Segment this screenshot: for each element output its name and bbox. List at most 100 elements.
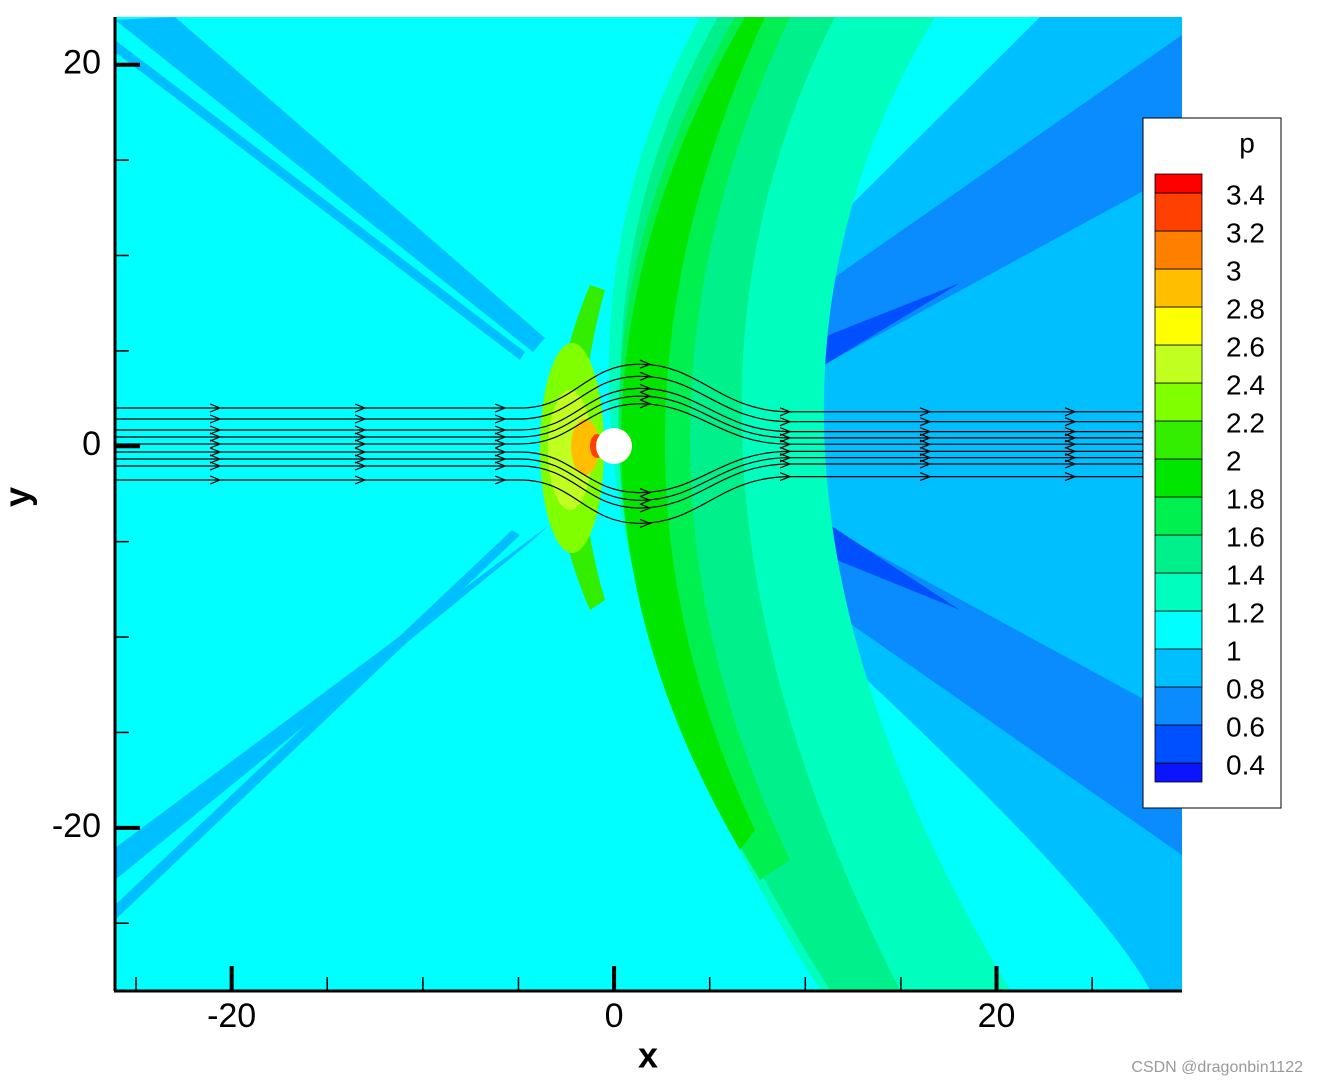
colorbar-label: 1.2 [1226,597,1265,628]
colorbar-swatch [1154,724,1203,764]
colorbar-label: 2.4 [1226,369,1265,400]
stream-arrow [209,475,222,485]
stream-arrow [1064,472,1077,482]
colorbar-label: 0.6 [1226,711,1265,742]
colorbar-swatch [1154,534,1203,574]
streamline [115,375,1182,423]
stream-arrow [354,403,367,413]
stream-arrow [1064,446,1077,456]
colorbar-swatch [1154,306,1203,346]
stream-arrow [1064,417,1077,427]
colorbar-label: 3 [1226,255,1242,286]
stream-arrow [919,446,932,456]
colorbar-label: 2.8 [1226,293,1265,324]
stream-arrow [639,391,652,401]
colorbar-swatch [1154,268,1203,308]
stream-arrow [639,359,652,369]
stream-arrow [354,447,367,457]
stream-arrow [494,475,507,485]
stream-arrow [779,407,792,417]
streamline [115,450,1182,494]
stream-arrow [354,461,367,471]
stream-arrow [209,425,222,435]
stream-arrow [354,425,367,435]
streamline [115,476,1182,525]
colorbar-swatch [1154,686,1203,726]
stream-arrow [919,472,932,482]
contour-region [115,17,545,352]
contour-field [115,17,1182,990]
stream-arrow [209,439,222,449]
streamline [115,463,1182,509]
colorbar-swatch [1154,610,1203,650]
stream-arrow [494,403,507,413]
colorbar-swatch [1154,458,1203,498]
colorbar-swatch [1154,230,1203,270]
y-axis-label: y [0,487,38,507]
x-tick-label: 0 [605,997,624,1035]
colorbar-swatch [1154,192,1203,232]
colorbar-swatch [1154,344,1203,384]
stream-arrow [779,433,792,443]
contour-region [115,40,525,360]
colorbar-title: p [1239,127,1255,158]
stream-arrow [494,447,507,457]
stream-arrow [919,417,932,427]
stream-arrow [919,453,932,463]
stream-arrow [779,417,792,427]
stream-arrow [1064,427,1077,437]
streamline [115,395,1182,439]
stream-arrow [639,371,652,381]
streamline [115,387,1182,433]
stream-arrow [209,432,222,442]
streamline [115,457,1182,501]
stream-arrow [354,414,367,424]
colorbar-swatch [1154,173,1203,194]
stream-arrow [919,427,932,437]
stream-arrow [354,454,367,464]
stream-arrow [494,454,507,464]
colorbar-label: 2 [1226,445,1242,476]
stream-arrow [919,407,932,417]
stream-arrow [919,459,932,469]
colorbar-swatch [1154,648,1203,688]
stream-arrow [639,488,652,498]
stream-arrow [1064,439,1077,449]
colorbar-label: 1.8 [1226,483,1265,514]
stream-arrow [779,446,792,456]
x-tick-label: 20 [978,997,1016,1035]
x-axis-label: x [638,1035,658,1076]
contour-region [621,17,765,850]
y-tick-label: -20 [52,807,101,845]
colorbar-label: 1 [1226,635,1242,666]
colorbar-label: 0.8 [1226,673,1265,704]
stream-arrow [639,503,652,513]
stream-arrow [779,459,792,469]
colorbar-label: 1.6 [1226,521,1265,552]
stream-arrow [919,433,932,443]
y-tick-label: 20 [63,44,101,82]
stream-arrow [1064,459,1077,469]
x-tick-label: -20 [207,997,256,1035]
stream-arrow [494,425,507,435]
stream-arrow [779,427,792,437]
stream-arrow [779,453,792,463]
colorbar-label: 3.2 [1226,217,1265,248]
stream-arrow [919,439,932,449]
streamline [115,363,1182,413]
stream-arrow [639,495,652,505]
stream-arrow [1064,433,1077,443]
stream-arrow [209,403,222,413]
streamlines [115,359,1182,528]
colorbar-swatch [1154,420,1203,460]
stream-arrow [209,461,222,471]
colorbar-swatch [1154,572,1203,612]
stream-arrow [1064,453,1077,463]
stream-arrow [354,439,367,449]
stream-arrow [1064,407,1077,417]
stream-arrow [354,432,367,442]
colorbar-label: 0.4 [1226,749,1265,780]
colorbar-label: 2.6 [1226,331,1265,362]
stream-arrow [639,383,652,393]
